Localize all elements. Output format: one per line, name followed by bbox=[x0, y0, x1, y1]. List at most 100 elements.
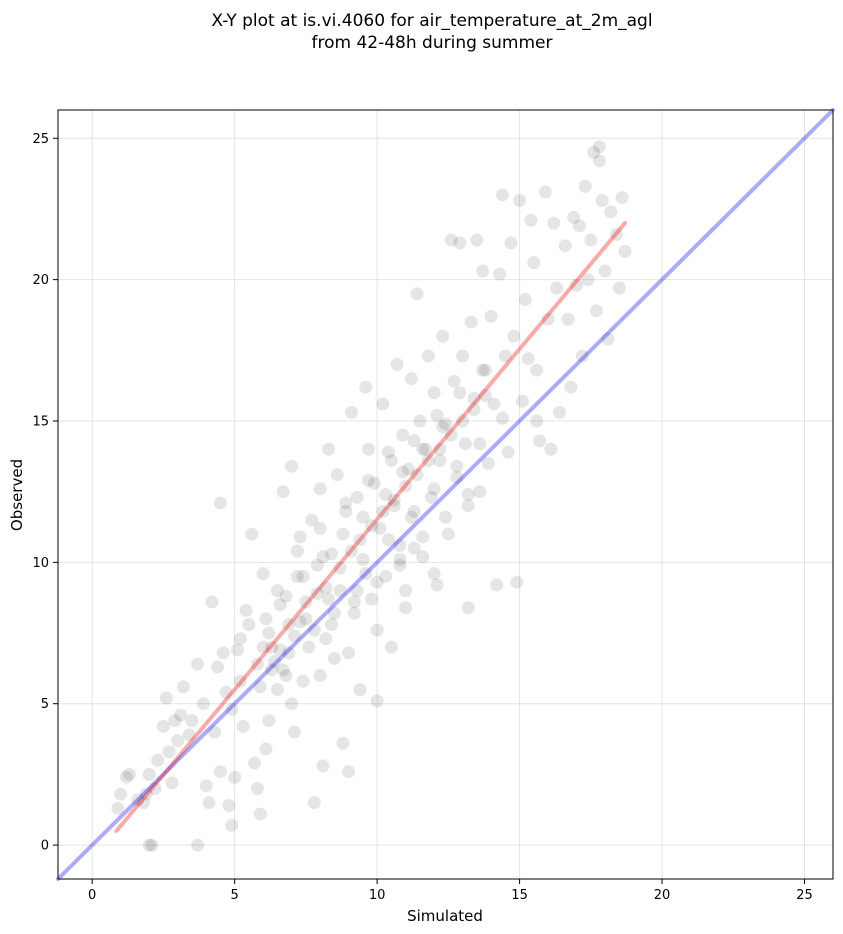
scatter-point bbox=[239, 603, 253, 617]
scatter-point bbox=[567, 210, 581, 224]
scatter-point bbox=[550, 281, 564, 295]
scatter-point bbox=[199, 779, 213, 793]
scatter-point bbox=[276, 485, 290, 499]
scatter-point bbox=[379, 569, 393, 583]
scatter-point bbox=[404, 372, 418, 386]
scatter-point bbox=[609, 227, 623, 241]
scatter-point bbox=[299, 595, 313, 609]
scatter-point bbox=[290, 569, 304, 583]
scatter-point bbox=[142, 838, 156, 852]
scatter-point bbox=[533, 434, 547, 448]
scatter-point bbox=[370, 694, 384, 708]
scatter-point bbox=[430, 578, 444, 592]
scatter-point bbox=[253, 807, 267, 821]
scatter-point bbox=[171, 733, 185, 747]
scatter-point bbox=[336, 736, 350, 750]
scatter-point bbox=[250, 657, 264, 671]
scatter-point bbox=[572, 219, 586, 233]
scatter-point bbox=[433, 442, 447, 456]
scatter-point bbox=[441, 527, 455, 541]
scatter-point bbox=[495, 411, 509, 425]
scatter-point bbox=[464, 315, 478, 329]
scatter-point bbox=[507, 329, 521, 343]
scatter-point bbox=[327, 606, 341, 620]
scatter-point bbox=[612, 281, 626, 295]
scatter-point bbox=[547, 216, 561, 230]
scatter-point bbox=[592, 140, 606, 154]
scatter-point bbox=[396, 465, 410, 479]
scatter-point bbox=[393, 538, 407, 552]
x-tick-label: 20 bbox=[654, 888, 671, 903]
scatter-point bbox=[581, 273, 595, 287]
scatter-point bbox=[185, 714, 199, 728]
scatter-point bbox=[322, 442, 336, 456]
scatter-point bbox=[225, 702, 239, 716]
y-tick-label: 5 bbox=[41, 697, 49, 712]
y-tick-label: 10 bbox=[32, 556, 49, 571]
scatter-point bbox=[273, 598, 287, 612]
scatter-point bbox=[265, 640, 279, 654]
scatter-point bbox=[208, 725, 222, 739]
scatter-point bbox=[476, 363, 490, 377]
scatter-point bbox=[347, 606, 361, 620]
scatter-point bbox=[387, 499, 401, 513]
scatter-point bbox=[370, 623, 384, 637]
scatter-point bbox=[401, 462, 415, 476]
scatter-point bbox=[148, 782, 162, 796]
scatter-point bbox=[279, 589, 293, 603]
regression-fit-line bbox=[114, 221, 628, 833]
scatter-point bbox=[191, 838, 205, 852]
scatter-point bbox=[256, 567, 270, 581]
scatter-point bbox=[407, 434, 421, 448]
scatter-point bbox=[305, 513, 319, 527]
grid-lines bbox=[58, 110, 833, 879]
scatter-point bbox=[233, 632, 247, 646]
scatter-point bbox=[325, 547, 339, 561]
scatter-point bbox=[245, 527, 259, 541]
scatter-point bbox=[518, 292, 532, 306]
scatter-point bbox=[205, 595, 219, 609]
scatter-point bbox=[313, 482, 327, 496]
scatter-point bbox=[558, 239, 572, 253]
scatter-point bbox=[250, 782, 264, 796]
scatter-point bbox=[136, 796, 150, 810]
scatter-point bbox=[364, 519, 378, 533]
scatter-point bbox=[353, 533, 367, 547]
scatter-point bbox=[248, 756, 262, 770]
scatter-point bbox=[453, 236, 467, 250]
scatter-point bbox=[222, 798, 236, 812]
x-tick-label: 5 bbox=[231, 888, 239, 903]
scatter-point bbox=[290, 544, 304, 558]
scatter-point bbox=[350, 584, 364, 598]
scatter-point bbox=[461, 601, 475, 615]
scatter-point bbox=[399, 479, 413, 493]
scatter-point bbox=[342, 765, 356, 779]
scatter-point bbox=[259, 612, 273, 626]
scatter-point bbox=[538, 185, 552, 199]
scatter-point bbox=[618, 244, 632, 258]
scatter-point bbox=[501, 445, 515, 459]
scatter-point bbox=[421, 349, 435, 363]
scatter-point bbox=[111, 801, 125, 815]
scatter-point bbox=[407, 504, 421, 518]
scatter-point bbox=[373, 521, 387, 535]
scatter-point bbox=[504, 236, 518, 250]
scatter-point bbox=[595, 193, 609, 207]
scatter-point bbox=[493, 267, 507, 281]
scatter-point bbox=[325, 618, 339, 632]
scatter-point bbox=[439, 510, 452, 524]
scatter-point bbox=[339, 504, 353, 518]
scatter-point bbox=[444, 233, 458, 247]
scatter-point bbox=[490, 578, 504, 592]
scatter-point bbox=[213, 765, 227, 779]
scatter-point bbox=[404, 510, 418, 524]
scatter-point bbox=[342, 646, 356, 660]
scatter-point bbox=[356, 510, 370, 524]
scatter-point bbox=[253, 680, 267, 694]
scatter-point bbox=[396, 428, 410, 442]
scatter-point bbox=[527, 256, 541, 270]
x-tick-label: 25 bbox=[796, 888, 813, 903]
x-tick-label: 15 bbox=[511, 888, 528, 903]
chart-title-line1: X-Y plot at is.vi.4060 for air_temperatu… bbox=[211, 11, 652, 31]
scatter-point bbox=[387, 493, 401, 507]
